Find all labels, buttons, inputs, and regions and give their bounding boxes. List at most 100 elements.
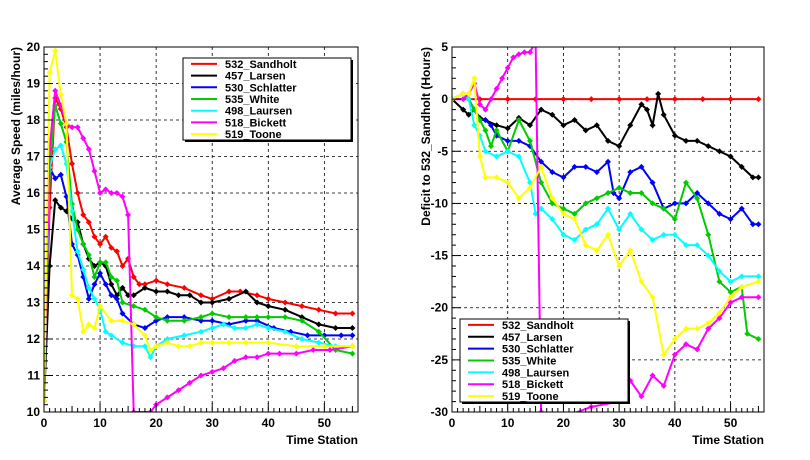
data-point bbox=[705, 325, 712, 332]
data-point bbox=[649, 236, 656, 243]
data-point bbox=[493, 153, 500, 160]
data-point bbox=[181, 332, 188, 339]
data-point bbox=[527, 184, 533, 191]
data-point bbox=[476, 101, 483, 108]
data-point bbox=[660, 351, 667, 358]
data-point bbox=[254, 314, 261, 321]
data-point bbox=[332, 310, 339, 317]
data-point bbox=[727, 216, 734, 223]
data-point bbox=[744, 330, 751, 337]
data-point bbox=[465, 90, 472, 97]
data-point bbox=[727, 278, 734, 285]
x-tick-label: 40 bbox=[668, 416, 682, 430]
legend-label: 530_Schlatter bbox=[225, 82, 297, 94]
data-point bbox=[108, 332, 115, 339]
y-tick-label: -5 bbox=[437, 144, 448, 158]
data-point bbox=[593, 169, 600, 176]
data-point bbox=[119, 310, 126, 317]
data-point bbox=[186, 379, 193, 386]
data-point bbox=[605, 137, 611, 144]
data-point bbox=[220, 365, 227, 372]
data-point bbox=[141, 325, 148, 332]
data-point bbox=[293, 350, 300, 357]
data-point bbox=[242, 317, 249, 324]
data-point bbox=[582, 163, 589, 170]
data-point bbox=[571, 216, 578, 223]
data-point bbox=[338, 332, 345, 339]
data-point bbox=[298, 303, 305, 310]
data-point bbox=[671, 351, 678, 358]
x-tick-label: 30 bbox=[206, 416, 220, 430]
data-point bbox=[471, 75, 478, 82]
data-point bbox=[660, 382, 667, 389]
data-point bbox=[298, 317, 305, 324]
data-point bbox=[141, 306, 148, 313]
legend-label: 532_Sandholt bbox=[225, 59, 297, 71]
data-point bbox=[616, 195, 623, 202]
data-point bbox=[209, 295, 216, 302]
x-tick-label: 10 bbox=[501, 416, 515, 430]
y-tick-label: 0 bbox=[441, 92, 448, 106]
data-point bbox=[276, 350, 283, 357]
data-point bbox=[616, 226, 623, 233]
data-point bbox=[488, 122, 494, 129]
legend-label: 530_Schlatter bbox=[502, 344, 574, 356]
data-point bbox=[515, 153, 522, 160]
data-point bbox=[694, 137, 701, 144]
data-point bbox=[164, 394, 171, 401]
data-point bbox=[649, 200, 656, 207]
data-point bbox=[102, 259, 109, 266]
data-point bbox=[538, 158, 545, 165]
legend-label: 457_Larsen bbox=[502, 332, 563, 344]
data-point bbox=[186, 292, 193, 299]
data-point bbox=[560, 210, 567, 217]
data-point bbox=[164, 339, 171, 346]
data-point bbox=[716, 309, 723, 316]
data-point bbox=[74, 226, 81, 233]
data-point bbox=[254, 321, 261, 328]
data-point bbox=[582, 200, 589, 207]
data-point bbox=[113, 295, 120, 302]
data-point bbox=[85, 295, 92, 302]
data-point bbox=[293, 343, 300, 350]
data-point bbox=[321, 343, 328, 350]
data-point bbox=[97, 190, 104, 196]
data-point bbox=[108, 190, 115, 196]
data-point bbox=[499, 75, 506, 82]
data-point bbox=[310, 346, 317, 353]
y-axis-title: Deficit to 532_Sandholt (Hours) bbox=[419, 47, 433, 226]
data-point bbox=[649, 122, 656, 129]
data-point bbox=[349, 343, 356, 350]
legend-label: 519_Toone bbox=[502, 391, 559, 403]
data-point bbox=[141, 332, 148, 339]
data-point bbox=[660, 111, 667, 118]
data-point bbox=[538, 106, 545, 113]
data-point bbox=[683, 137, 689, 144]
legend-label: 498_Laursen bbox=[225, 106, 293, 118]
data-point bbox=[282, 314, 289, 321]
data-point bbox=[198, 372, 204, 379]
data-point bbox=[226, 314, 233, 321]
data-point bbox=[755, 221, 762, 228]
data-point bbox=[85, 321, 92, 328]
data-point bbox=[147, 346, 154, 353]
data-point bbox=[113, 190, 120, 196]
data-point bbox=[521, 49, 528, 56]
data-point bbox=[147, 354, 154, 361]
data-point bbox=[738, 163, 745, 170]
x-axis-title: Time Station bbox=[286, 433, 358, 447]
data-point bbox=[638, 393, 645, 400]
x-axis-title: Time Station bbox=[692, 433, 764, 447]
y-tick-label: -20 bbox=[431, 301, 449, 315]
legend-label: 532_Sandholt bbox=[502, 320, 574, 332]
data-point bbox=[482, 106, 489, 113]
legend: 532_Sandholt457_Larsen530_Schlatter535_W… bbox=[459, 318, 630, 404]
data-point bbox=[80, 328, 87, 335]
data-point bbox=[198, 299, 204, 306]
y-tick-label: 15 bbox=[27, 223, 41, 237]
data-point bbox=[52, 146, 59, 153]
data-point bbox=[69, 208, 76, 215]
data-point bbox=[181, 317, 188, 324]
data-point bbox=[74, 295, 81, 302]
